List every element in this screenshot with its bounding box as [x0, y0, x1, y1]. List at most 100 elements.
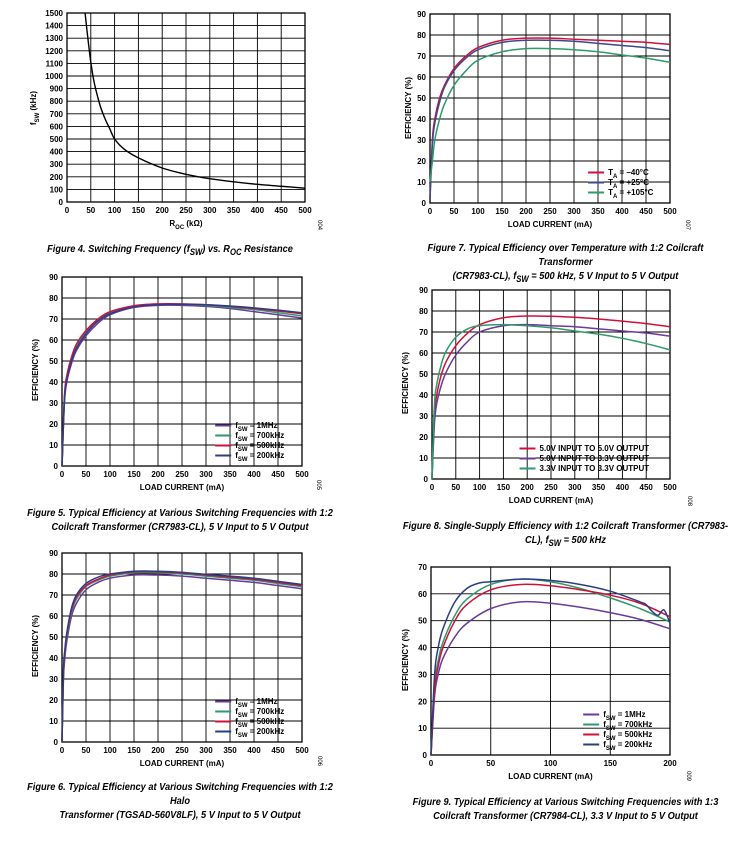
x-tick-label: 450 — [271, 470, 285, 479]
x-tick-label: 350 — [223, 470, 237, 479]
legend-label: fSW = 700kHz — [603, 720, 652, 732]
x-tick-label: 250 — [175, 470, 189, 479]
x-tick-label: 50 — [86, 206, 95, 215]
y-tick-label: 80 — [49, 294, 58, 303]
figure-code: 008 — [686, 496, 692, 507]
y-tick-label: 0 — [54, 462, 59, 471]
y-tick-label: 0 — [54, 738, 59, 747]
figure-5: 0 50 100 150 200 250 300 350 400 450 500 0 10 20 30 40 5… — [0, 270, 375, 540]
x-tick-label: 250 — [543, 207, 557, 216]
series-line — [84, 12, 306, 189]
y-tick-label: 10 — [49, 717, 58, 726]
x-tick-label: 400 — [247, 470, 261, 479]
x-tick-label: 300 — [199, 470, 213, 479]
x-tick-label: 250 — [175, 746, 189, 755]
x-tick-label: 350 — [223, 746, 237, 755]
y-tick-label: 20 — [418, 697, 427, 706]
y-tick-label: 40 — [49, 378, 58, 387]
series-line-2 — [429, 47, 671, 183]
x-tick-label: 100 — [103, 470, 117, 479]
caption-fig6: Figure 6. Typical Efficiency at Various … — [27, 781, 333, 821]
x-tick-label: 450 — [639, 207, 653, 216]
x-tick-label: 0 — [428, 207, 433, 216]
x-tick-label: 50 — [451, 483, 460, 492]
legend-label: 3.3V INPUT TO 3.3V OUTPUT — [540, 464, 650, 473]
legend-label: fSW = 1MHz — [235, 421, 277, 433]
x-tick-label: 100 — [108, 206, 122, 215]
y-tick-label: 40 — [417, 115, 426, 124]
y-axis-label: EFFICIENCY (%) — [31, 339, 40, 401]
x-tick-label: 0 — [60, 470, 65, 479]
y-axis-label: EFFICIENCY (%) — [401, 352, 410, 414]
x-tick-label: 400 — [251, 206, 265, 215]
legend-label: fSW = 1MHz — [603, 710, 645, 722]
y-tick-label: 70 — [419, 328, 428, 337]
y-tick-label: 20 — [49, 420, 58, 429]
y-tick-label: 60 — [49, 612, 58, 621]
caption-fig9: Figure 9. Typical Efficiency at Various … — [412, 796, 719, 822]
y-tick-label: 50 — [419, 370, 428, 379]
y-tick-label: 10 — [419, 454, 428, 463]
y-tick-label: 800 — [50, 97, 64, 106]
series-line-3 — [61, 570, 303, 743]
x-tick-label: 200 — [519, 207, 533, 216]
plot-frame — [66, 12, 306, 203]
plot-frame — [61, 276, 303, 467]
y-tick-label: 10 — [49, 441, 58, 450]
y-tick-label: 50 — [49, 357, 58, 366]
series-line-1 — [431, 323, 671, 480]
x-tick-label: 450 — [271, 746, 285, 755]
y-tick-label: 10 — [417, 178, 426, 187]
y-tick-label: 40 — [419, 391, 428, 400]
x-tick-label: 250 — [544, 483, 558, 492]
plot-frame — [430, 566, 671, 756]
x-axis-label: ROC (kΩ) — [169, 219, 203, 231]
figure-4: 0 50 100 150 200 250 300 350 400 450 500 0 100 200 300… — [0, 0, 330, 270]
legend-label: fSW = 700kHz — [235, 431, 284, 443]
series-line-0 — [430, 600, 671, 756]
x-tick-label: 0 — [60, 746, 65, 755]
y-tick-label: 60 — [418, 590, 427, 599]
x-tick-label: 0 — [430, 483, 435, 492]
figure-code: 009 — [685, 771, 691, 782]
figure-code: 004 — [316, 220, 322, 231]
x-tick-label: 450 — [640, 483, 654, 492]
x-tick-label: 50 — [486, 759, 495, 768]
y-tick-label: 70 — [418, 563, 427, 572]
legend-label: TA = +25°C — [608, 178, 649, 190]
x-tick-label: 0 — [65, 206, 70, 215]
y-tick-label: 30 — [419, 412, 428, 421]
figure-code: 007 — [684, 220, 690, 231]
chart-fig5: 0 50 100 150 200 250 300 350 400 450 500 0 10 20 30 40 5… — [31, 273, 321, 492]
legend-label: fSW = 200kHz — [603, 740, 652, 752]
y-tick-label: 70 — [49, 591, 58, 600]
x-tick-label: 500 — [663, 483, 677, 492]
y-tick-label: 60 — [49, 336, 58, 345]
figure-6: 0 50 100 150 200 250 300 350 400 450 500 0 10 20 30 40 5… — [0, 548, 375, 828]
x-tick-label: 100 — [471, 207, 485, 216]
x-tick-label: 500 — [295, 470, 309, 479]
caption-fig7: Figure 7. Typical Efficiency over Temper… — [427, 242, 704, 285]
y-tick-label: 80 — [49, 570, 58, 579]
x-tick-label: 300 — [203, 206, 217, 215]
x-tick-label: 200 — [156, 206, 170, 215]
x-tick-label: 100 — [544, 759, 558, 768]
x-tick-label: 350 — [592, 483, 606, 492]
x-tick-label: 200 — [151, 470, 165, 479]
y-tick-label: 100 — [50, 185, 64, 194]
x-axis-label: LOAD CURRENT (mA) — [508, 220, 593, 229]
y-tick-label: 60 — [417, 73, 426, 82]
legend-label: fSW = 200kHz — [235, 727, 284, 739]
plot-frame — [61, 552, 303, 743]
y-tick-label: 900 — [50, 85, 64, 94]
chart-fig4: 0 50 100 150 200 250 300 350 400 450 500 0 100 200 300… — [29, 9, 322, 231]
y-tick-label: 40 — [49, 654, 58, 663]
chart-fig6: 0 50 100 150 200 250 300 350 400 450 500 0 10 20 30 40 5… — [31, 549, 322, 768]
y-tick-label: 0 — [422, 199, 427, 208]
x-tick-label: 300 — [567, 207, 581, 216]
x-tick-label: 100 — [103, 746, 117, 755]
x-axis-label: LOAD CURRENT (mA) — [140, 759, 225, 768]
x-tick-label: 100 — [473, 483, 487, 492]
